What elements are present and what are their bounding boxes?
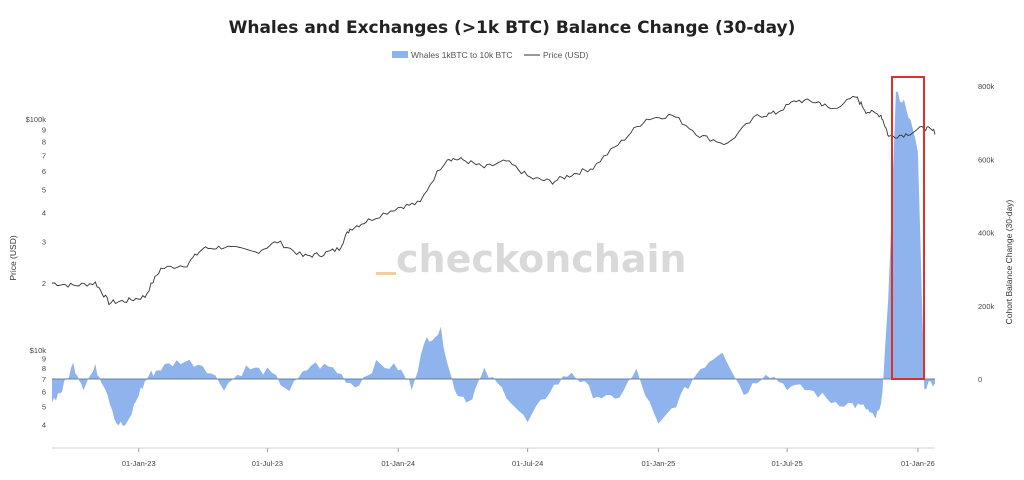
legend-swatch-whales [392,51,408,58]
legend-label-price: Price (USD) [543,50,589,60]
y-tick-right: 0 [978,375,982,384]
y-tick-left-lower: 4 [42,421,46,430]
x-tick-label: 01-Jul-25 [771,459,802,468]
x-tick-label: 01-Jul-24 [512,459,543,468]
watermark: checkonchain [396,237,687,281]
watermark-accent [376,272,396,275]
chart-title: Whales and Exchanges (>1k BTC) Balance C… [229,18,796,38]
y-tick-right: 200k [978,302,995,311]
y-tick-left-lower: 5 [42,402,46,411]
y-axis-label-left: Price (USD) [8,235,18,281]
left-upper-ticks: $100k 9 8 7 6 5 4 3 2 [26,115,47,288]
y-tick-left-upper: 9 [42,126,46,135]
x-tick-label: 01-Jan-26 [901,459,935,468]
series-area-whales [52,91,935,426]
legend: Whales 1kBTC to 10k BTC Price (USD) [392,50,589,60]
legend-label-whales: Whales 1kBTC to 10k BTC [411,50,513,60]
y-tick-left-upper: 8 [42,138,46,147]
x-axis-ticks: 01-Jan-23 01-Jul-23 01-Jan-24 01-Jul-24 01-J… [122,448,935,468]
y-tick-left-upper: 5 [42,186,46,195]
series-line-price [52,95,936,306]
y-tick-left-upper: 6 [42,167,46,176]
y-tick-left-lower: 9 [42,355,46,364]
y-tick-left-upper: 4 [42,208,46,217]
y-axis-label-right: Cohort Balance Change (30-day) [1004,199,1014,324]
x-tick-label: 01-Jan-25 [642,459,676,468]
y-tick-left-lower: 6 [42,388,46,397]
y-tick-left-lower: 8 [42,364,46,373]
y-tick-left-upper: 7 [42,151,46,160]
y-tick-left-lower: 7 [42,375,46,384]
y-tick-left-lower: $10k [30,346,47,355]
y-tick-left-upper: $100k [26,115,47,124]
highlight-box [891,76,925,380]
y-tick-right: 600k [978,155,995,164]
y-tick-left-upper: 2 [42,279,46,288]
x-tick-label: 01-Jan-24 [381,459,415,468]
right-axis-ticks: 800k 600k 400k 200k 0 [978,82,995,384]
y-tick-left-upper: 3 [42,238,46,247]
y-tick-right: 400k [978,229,995,238]
x-tick-label: 01-Jan-23 [122,459,156,468]
x-tick-label: 01-Jul-23 [252,459,283,468]
y-tick-right: 800k [978,82,995,91]
